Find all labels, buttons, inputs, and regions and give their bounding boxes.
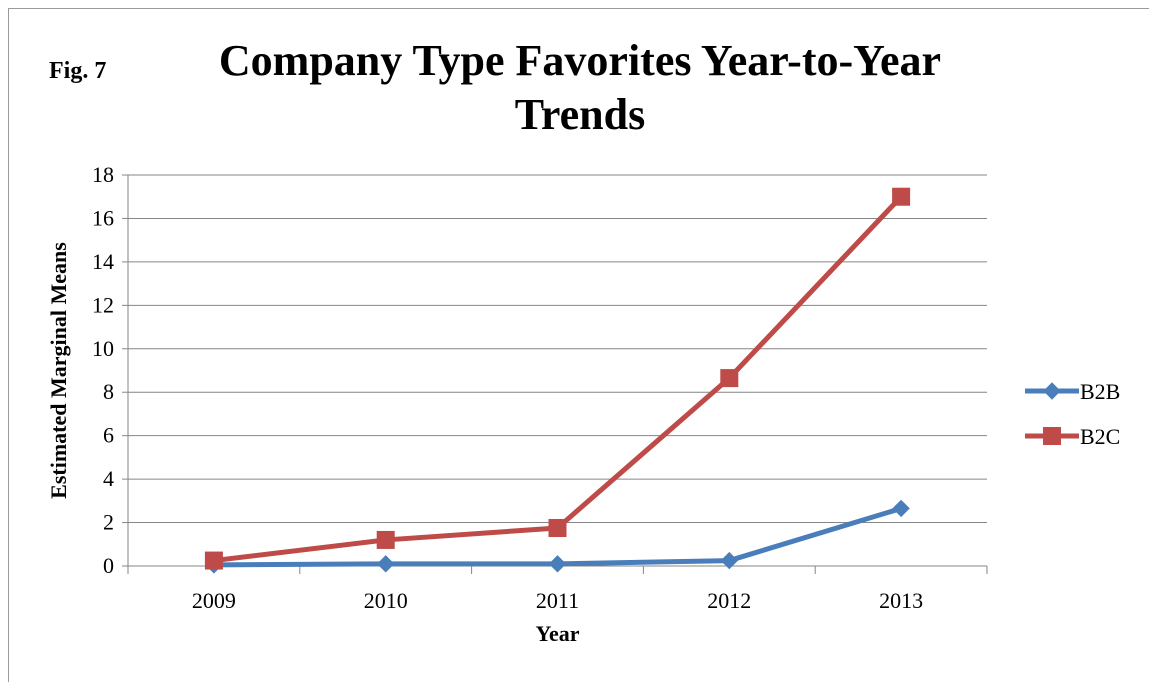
legend-label: B2B <box>1080 379 1120 404</box>
x-tick-label: 2013 <box>879 588 923 613</box>
x-tick-label: 2009 <box>192 588 236 613</box>
data-point-b2b <box>892 499 910 518</box>
y-tick-label: 6 <box>103 423 114 448</box>
chart-frame <box>8 8 1149 682</box>
grid-lines <box>128 174 987 524</box>
series-layer <box>204 187 911 574</box>
x-tick-label: 2010 <box>364 588 408 613</box>
data-point-b2b <box>376 555 395 573</box>
data-point-b2c <box>720 369 739 388</box>
y-tick-label: 4 <box>103 466 114 491</box>
data-point-b2b <box>548 555 567 573</box>
chart-title: Company Type Favorites Year-to-Year Tren… <box>218 36 942 139</box>
data-point-b2c <box>376 530 395 549</box>
legend-item-b2c: B2C <box>1025 424 1120 449</box>
data-point-b2c <box>548 518 567 537</box>
axes <box>122 174 988 574</box>
y-tick-labels: 0 2 4 6 8 10 12 14 16 18 <box>92 162 114 578</box>
data-point-b2c <box>892 187 911 206</box>
figure-label: Fig. 7 <box>49 58 107 84</box>
y-tick-label: 8 <box>103 379 114 404</box>
y-tick-label: 12 <box>92 292 114 317</box>
data-point-b2b <box>720 551 739 570</box>
legend-marker-b2b <box>1043 382 1061 400</box>
y-tick-label: 16 <box>92 205 114 230</box>
y-tick-label: 10 <box>92 336 114 361</box>
legend: B2B B2C <box>1025 379 1120 449</box>
series-line-b2c <box>211 194 904 564</box>
y-tick-label: 18 <box>92 162 114 187</box>
legend-marker-b2c <box>1043 427 1061 445</box>
legend-label: B2C <box>1080 424 1120 449</box>
y-tick-label: 0 <box>103 553 114 578</box>
y-tick-label: 14 <box>92 249 114 274</box>
y-tick-label: 2 <box>103 510 114 535</box>
y-axis-title: Estimated Marginal Means <box>46 242 71 499</box>
x-axis-title: Year <box>536 621 580 646</box>
x-tick-labels: 2009 2010 2011 2012 2013 <box>192 588 923 613</box>
legend-item-b2b: B2B <box>1025 379 1120 404</box>
series-b2c <box>204 187 911 570</box>
data-point-b2c <box>204 551 223 570</box>
x-tick-label: 2011 <box>536 588 579 613</box>
x-tick-label: 2012 <box>707 588 751 613</box>
